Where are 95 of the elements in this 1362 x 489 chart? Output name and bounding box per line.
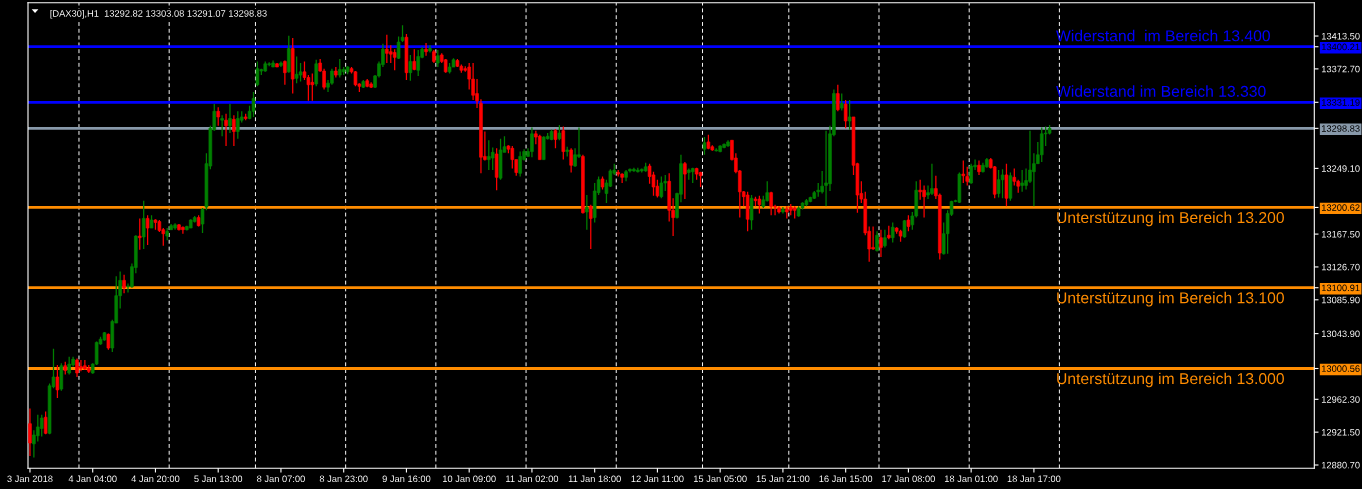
- x-tick-label: 16 Jan 15:00: [819, 475, 873, 483]
- x-tick-label: 18 Jan 17:00: [1007, 475, 1061, 483]
- candlestick: [310, 72, 315, 102]
- candlestick: [424, 42, 428, 57]
- candlestick: [338, 58, 342, 79]
- x-tick-label: 17 Jan 08:00: [882, 475, 935, 483]
- candlestick: [961, 159, 966, 184]
- candlestick: [541, 135, 546, 161]
- candlestick: [228, 103, 232, 134]
- x-tick-label: 9 Jan 16:00: [382, 475, 431, 483]
- ref-line-label: Unterstützung im Bereich 13.100: [1057, 291, 1284, 307]
- candlestick: [181, 225, 185, 235]
- candlestick: [287, 35, 291, 74]
- candlestick: [553, 128, 558, 149]
- candlestick: [843, 99, 848, 129]
- y-tick-label: 13331.19: [1321, 99, 1360, 106]
- x-tick-label: 15 Jan 21:00: [756, 475, 810, 483]
- candlestick: [392, 48, 397, 71]
- x-tick-label: 10 Jan 09:00: [442, 475, 496, 483]
- candlestick: [314, 59, 318, 87]
- candlestick: [220, 114, 224, 137]
- x-tick-label: 8 Jan 07:00: [257, 475, 305, 483]
- candlestick: [879, 229, 883, 258]
- x-tick-label: 11 Jan 02:00: [506, 475, 559, 483]
- candlestick: [1020, 169, 1024, 193]
- candlestick: [749, 194, 754, 231]
- candlestick: [871, 225, 875, 251]
- candlestick: [28, 407, 32, 457]
- candlestick: [416, 49, 420, 77]
- y-tick-label: 12921.50: [1321, 429, 1360, 436]
- x-tick-label: 5 Jan 13:00: [194, 475, 243, 483]
- ref-line-label: Unterstützung im Bereich 13.200: [1057, 211, 1284, 227]
- candlestick: [232, 114, 236, 147]
- y-tick-label: 13413.50: [1321, 32, 1360, 40]
- y-tick-label: 12880.70: [1321, 461, 1360, 469]
- text: [DAX30],H1 13292.82 13303.08 13291.07 13298.83: [50, 9, 267, 19]
- y-tick-label: 13000.56: [1321, 365, 1360, 372]
- x-tick-label: 11 Jan 18:00: [568, 475, 621, 483]
- y-tick-label: 12962.30: [1321, 396, 1360, 403]
- y-tick-label: 13167.50: [1321, 230, 1360, 238]
- candlestick: [490, 146, 495, 171]
- candlestick: [1004, 163, 1009, 207]
- candlestick: [518, 150, 522, 178]
- candlestick: [569, 147, 573, 174]
- candlestick: [75, 357, 79, 378]
- candlestick: [922, 184, 926, 219]
- candlestick: [510, 145, 515, 170]
- candlestick: [138, 217, 142, 251]
- candlestick: [487, 139, 491, 171]
- x-tick-label: 18 Jan 01:00: [944, 475, 998, 483]
- y-tick-label: 13249.10: [1321, 165, 1360, 172]
- candlestick: [836, 84, 840, 112]
- y-tick-label: 13200.62: [1321, 204, 1360, 211]
- candlestick: [585, 194, 589, 231]
- candlestick: [294, 55, 299, 84]
- x-tick-label: 4 Jan 20:00: [131, 475, 180, 483]
- candlestick: [1008, 171, 1013, 202]
- candlestick: [145, 214, 150, 246]
- candlestick: [918, 179, 922, 201]
- candlestick: [1039, 126, 1044, 163]
- candlestick: [79, 359, 83, 372]
- y-tick-label: 13100.91: [1321, 284, 1360, 292]
- candlestick: [969, 163, 973, 185]
- y-tick-label: 13372.70: [1321, 65, 1360, 73]
- candlestick: [251, 91, 256, 118]
- candlestick: [1000, 168, 1005, 199]
- candlestick: [530, 126, 534, 158]
- y-tick-label: 13298.83: [1321, 125, 1360, 132]
- candlestick: [824, 130, 828, 207]
- x-tick-label: 3 Jan 2018: [7, 475, 53, 483]
- candlestick: [283, 59, 287, 86]
- candlestick: [39, 414, 44, 438]
- candlestick: [588, 204, 593, 250]
- candlestick: [683, 161, 687, 200]
- ref-line-label: Unterstützung im Bereich 13.000: [1057, 372, 1284, 388]
- x-tick-label: 8 Jan 23:00: [319, 475, 368, 483]
- candlestick: [216, 106, 220, 127]
- y-tick-label: 13085.90: [1321, 296, 1360, 304]
- candlestick: [122, 274, 126, 294]
- y-tick-label: 13400.21: [1321, 43, 1360, 51]
- x-tick-label: 15 Jan 05:00: [693, 475, 747, 483]
- candlestick: [538, 134, 542, 161]
- candlestick: [930, 163, 934, 196]
- candlestick: [236, 110, 240, 140]
- ref-line-label: Widerstand im Bereich 13.400: [1056, 29, 1270, 42]
- candlestick: [224, 113, 228, 147]
- y-tick-label: 13043.90: [1321, 330, 1360, 338]
- candlestick: [385, 34, 389, 64]
- x-tick-label: 12 Jan 11:00: [631, 475, 684, 483]
- candlestick: [996, 169, 1001, 199]
- x-tick-label: 4 Jan 04:00: [68, 475, 117, 483]
- candlestick: [141, 200, 146, 250]
- ref-line-label: Widerstand im Bereich 13.330: [1056, 85, 1266, 97]
- candlestick: [408, 54, 413, 82]
- y-tick-label: 13126.70: [1321, 263, 1360, 271]
